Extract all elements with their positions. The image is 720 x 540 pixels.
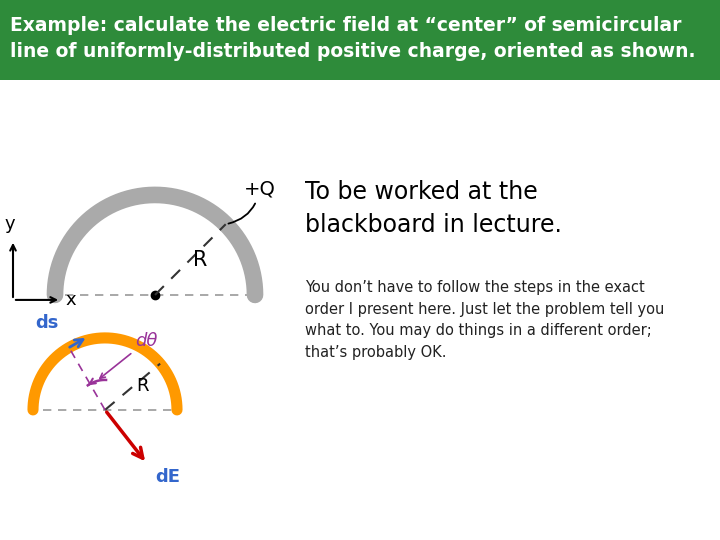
Text: +Q: +Q <box>228 179 276 224</box>
Text: dE: dE <box>155 468 180 485</box>
Text: Example: calculate the electric field at “center” of semicircular
line of unifor: Example: calculate the electric field at… <box>10 16 696 60</box>
Text: To be worked at the
blackboard in lecture.: To be worked at the blackboard in lectur… <box>305 180 562 238</box>
Text: R: R <box>137 377 149 395</box>
Text: R: R <box>194 249 208 269</box>
Text: ds: ds <box>35 314 59 332</box>
Text: dθ: dθ <box>135 332 158 350</box>
Text: y: y <box>5 215 15 233</box>
Text: You don’t have to follow the steps in the exact
order I present here. Just let t: You don’t have to follow the steps in th… <box>305 280 665 360</box>
Text: x: x <box>65 291 76 309</box>
